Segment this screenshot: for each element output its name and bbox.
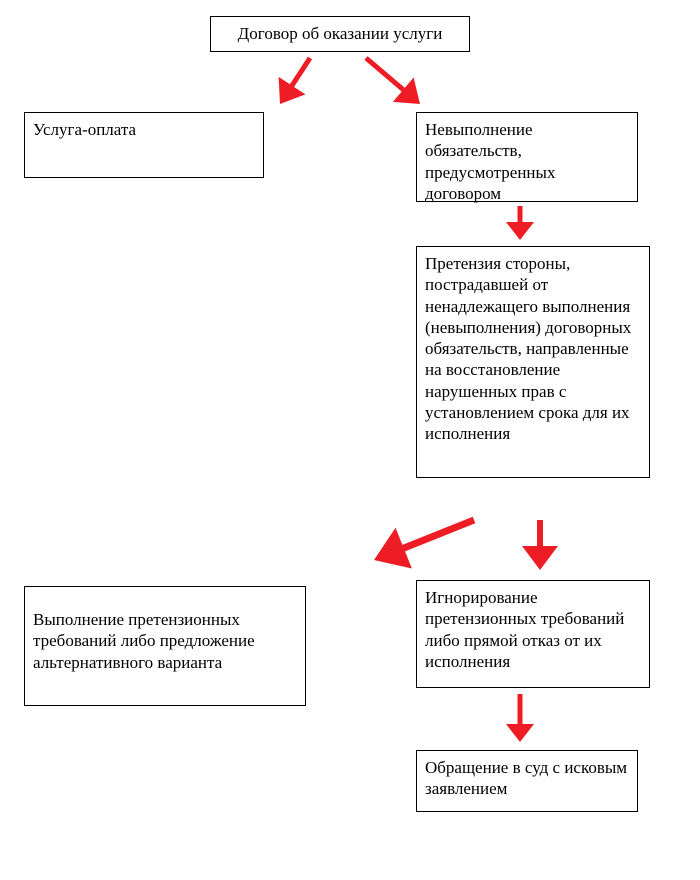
node-contract-text: Договор об оказании услуги [238,24,443,43]
flowchart-canvas: Договор об оказании услуги Услуга-оплата… [0,0,700,880]
node-contract: Договор об оказании услуги [210,16,470,52]
node-service: Услуга-оплата [24,112,264,178]
node-court: Обращение в суд с исковым заявлением [416,750,638,812]
node-nonperf-text: Невыполнение обязательств, предусмотренн… [425,120,555,203]
node-claim-text: Претензия стороны, пострадавшей от ненад… [425,254,631,443]
node-service-text: Услуга-оплата [33,120,136,139]
node-ignore-text: Игнорирование претензионных требований л… [425,588,624,671]
node-court-text: Обращение в суд с исковым заявлением [425,758,627,798]
node-nonperf: Невыполнение обязательств, предусмотренн… [416,112,638,202]
node-ignore: Игнорирование претензионных требований л… [416,580,650,688]
node-fulfil: Выполнение претензионных требований либо… [24,586,306,706]
node-fulfil-text: Выполнение претензионных требований либо… [33,593,297,673]
node-claim: Претензия стороны, пострадавшей от ненад… [416,246,650,478]
